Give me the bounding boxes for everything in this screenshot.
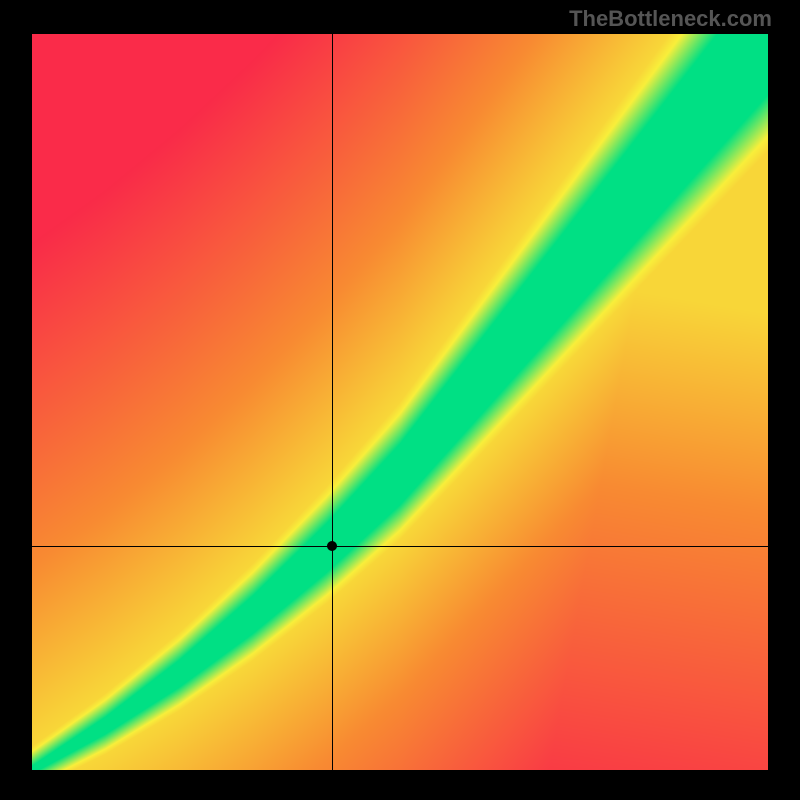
heatmap-plot	[32, 34, 768, 770]
crosshair-horizontal	[32, 546, 768, 547]
watermark-text: TheBottleneck.com	[569, 6, 772, 32]
chart-frame: TheBottleneck.com	[0, 0, 800, 800]
heatmap-canvas	[32, 34, 768, 770]
crosshair-vertical	[332, 34, 333, 770]
